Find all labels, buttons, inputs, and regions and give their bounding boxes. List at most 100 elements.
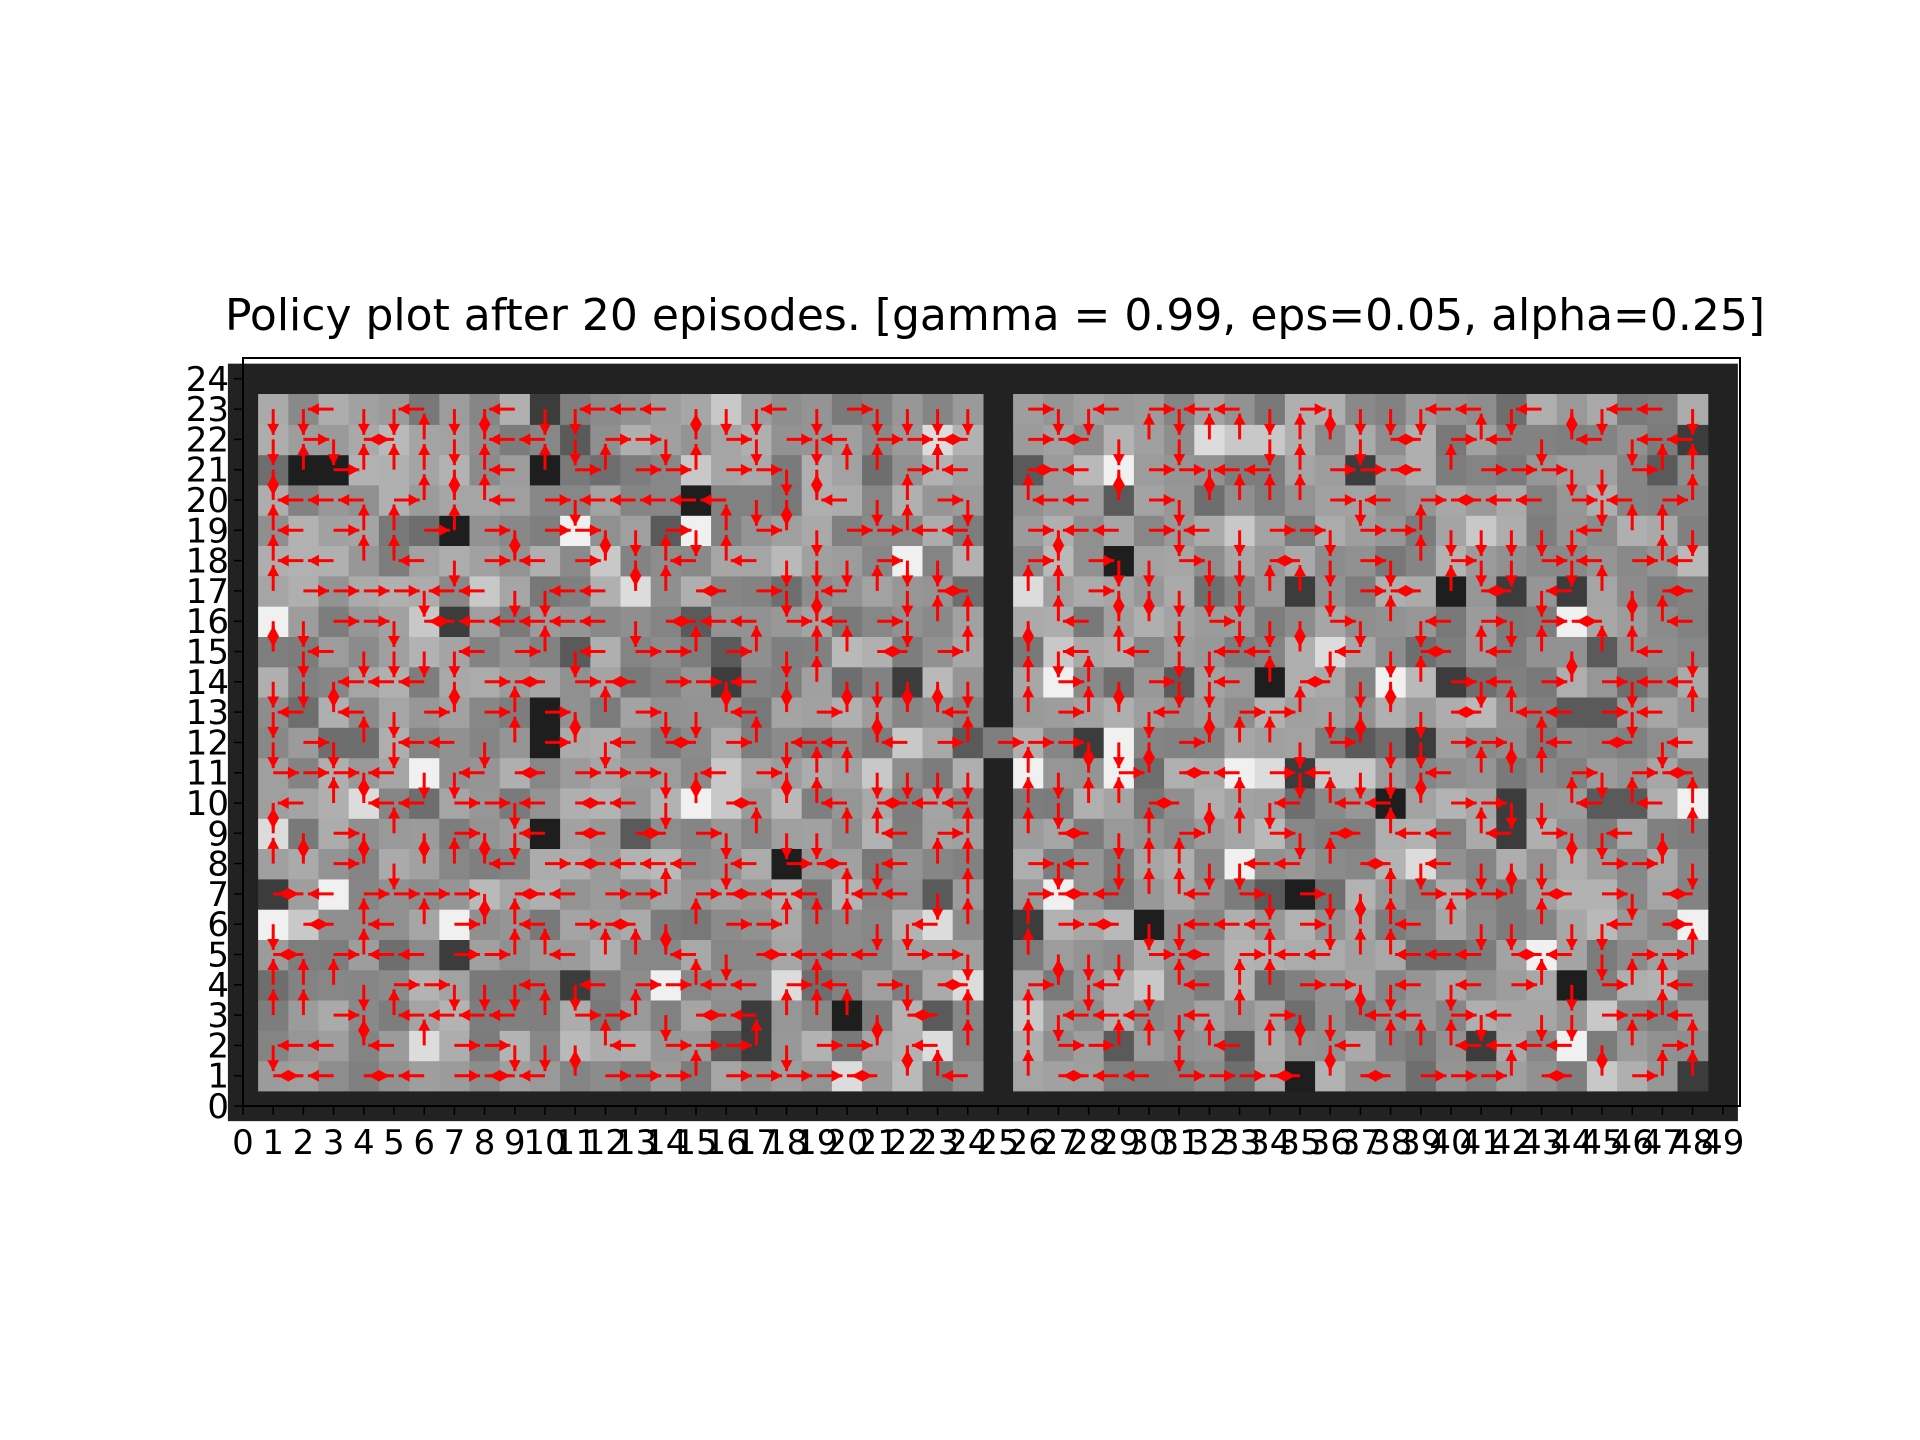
policy-arrow: [448, 984, 461, 1011]
policy-arrow: [937, 948, 964, 961]
policy-arrow: [700, 978, 727, 991]
policy-arrow: [508, 1045, 521, 1072]
policy-arrow: [1233, 959, 1246, 985]
policy-arrow: [1022, 686, 1035, 713]
policy-arrow: [871, 863, 884, 890]
policy-arrow: [1263, 893, 1276, 920]
policy-arrow: [297, 681, 310, 708]
policy-arrow: [1173, 868, 1186, 894]
policy-arrow: [1354, 893, 1367, 920]
policy-arrow: [424, 706, 450, 719]
policy-arrow: [901, 772, 914, 799]
policy-arrow: [519, 797, 545, 809]
policy-arrow: [333, 1009, 360, 1022]
policy-arrow: [901, 924, 914, 950]
policy-arrow: [277, 1069, 304, 1082]
policy-arrow: [810, 989, 823, 1016]
policy-arrow: [333, 857, 360, 870]
policy-arrow: [1143, 837, 1155, 864]
policy-arrow: [599, 686, 612, 713]
x-tick-label: 8: [474, 1123, 496, 1163]
policy-arrow: [569, 1045, 582, 1072]
policy-arrow: [1535, 803, 1548, 829]
policy-arrow: [549, 948, 576, 961]
policy-arrow: [1300, 887, 1326, 900]
policy-arrow: [1112, 863, 1125, 890]
policy-arrow: [398, 1069, 425, 1082]
policy-arrow: [428, 736, 455, 749]
policy-arrow: [1602, 1009, 1628, 1022]
policy-arrow: [700, 766, 727, 779]
policy-arrow: [267, 803, 280, 829]
policy-arrow: [690, 959, 702, 985]
policy-arrow: [756, 918, 783, 931]
policy-arrow: [1535, 898, 1548, 925]
policy-arrow: [1304, 948, 1331, 961]
policy-arrow: [1082, 742, 1095, 769]
policy-arrow: [1535, 863, 1548, 890]
policy-arrow: [1656, 959, 1669, 985]
policy-arrow: [1425, 857, 1451, 870]
policy-arrow: [942, 797, 968, 809]
policy-arrow: [1626, 712, 1639, 738]
policy-arrow: [303, 736, 330, 749]
policy-arrow: [1143, 984, 1155, 1011]
policy-arrow: [1395, 918, 1421, 931]
policy-arrow: [1546, 1039, 1572, 1052]
policy-arrow: [1149, 948, 1175, 961]
policy-arrow: [1233, 989, 1246, 1016]
policy-arrow: [357, 898, 370, 925]
policy-arrow: [1022, 1019, 1035, 1046]
policy-arrow: [1481, 797, 1507, 809]
policy-arrow: [484, 1039, 511, 1052]
policy-arrow: [1112, 742, 1125, 769]
policy-arrow: [1112, 1019, 1125, 1046]
policy-arrow: [267, 712, 280, 738]
policy-arrow: [1455, 1039, 1482, 1052]
policy-arrow: [368, 797, 394, 809]
policy-arrow: [297, 959, 310, 985]
policy-arrow: [1686, 863, 1699, 890]
policy-arrow: [1384, 898, 1397, 925]
policy-arrow: [690, 1049, 702, 1076]
policy-arrow: [1505, 686, 1518, 713]
x-tick-label: 5: [383, 1123, 405, 1163]
policy-arrow: [911, 1009, 938, 1022]
policy-arrow: [1052, 863, 1065, 890]
policy-arrow: [609, 857, 636, 870]
policy-arrow: [635, 978, 662, 991]
policy-arrow: [810, 833, 823, 860]
policy-arrow: [1384, 772, 1397, 799]
policy-arrow: [368, 1069, 394, 1082]
policy-arrow: [508, 984, 521, 1011]
policy-arrow: [1596, 924, 1608, 950]
policy-arrow: [267, 681, 280, 708]
policy-arrow: [1324, 712, 1337, 738]
policy-arrow: [1203, 712, 1216, 738]
policy-arrow: [327, 959, 340, 985]
policy-arrow: [1022, 989, 1035, 1016]
policy-arrow: [1334, 827, 1361, 840]
policy-arrow: [1425, 827, 1451, 840]
policy-arrow: [609, 797, 636, 809]
policy-arrow: [635, 706, 662, 719]
policy-arrow: [1203, 863, 1216, 890]
policy-arrow: [1354, 772, 1367, 799]
policy-arrow: [700, 1009, 727, 1022]
policy-arrow: [1058, 1039, 1085, 1052]
policy-arrow: [579, 797, 606, 809]
policy-arrow: [519, 766, 545, 779]
policy-arrow: [1209, 1069, 1236, 1082]
policy-arrow: [1420, 887, 1447, 900]
policy-arrow: [1475, 807, 1488, 834]
policy-arrow: [508, 833, 521, 860]
policy-arrow: [871, 712, 884, 738]
policy-arrow: [1505, 1049, 1518, 1076]
policy-arrow: [931, 772, 944, 799]
policy-arrow: [1082, 984, 1095, 1011]
policy-arrow: [690, 772, 702, 799]
policy-arrow: [821, 736, 847, 749]
policy-arrow: [605, 766, 632, 779]
policy-arrow: [1263, 716, 1276, 743]
